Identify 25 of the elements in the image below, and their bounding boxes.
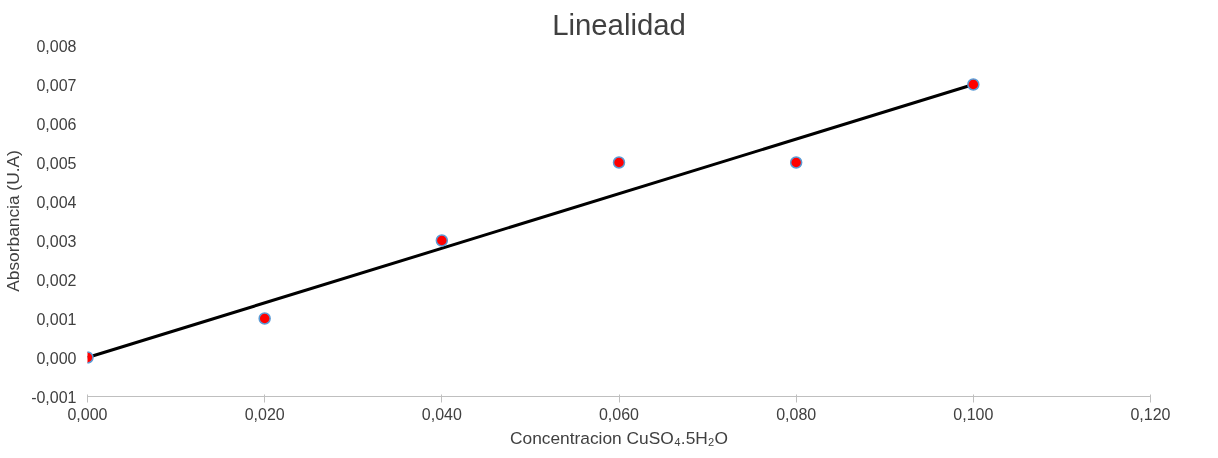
point — [789, 156, 803, 169]
y-tick-label: 0,007 — [36, 76, 77, 94]
y-tick-label: 0,004 — [36, 193, 77, 211]
y-tick-label: 0,003 — [36, 232, 77, 250]
x-tick-label: 0,080 — [776, 405, 817, 423]
y-tick-label: 0,005 — [36, 154, 77, 172]
y-tick-label: 0,000 — [36, 349, 77, 367]
y-tick-label: 0,001 — [36, 310, 77, 328]
point — [967, 78, 980, 91]
y-tick-label: 0,006 — [36, 115, 77, 133]
chart-title: Linealidad — [552, 7, 686, 41]
y-tick-label: 0,008 — [36, 37, 77, 55]
point — [435, 234, 449, 247]
y-tick-label: -0,001 — [31, 388, 77, 406]
x-tick-label: 0,100 — [953, 405, 994, 423]
x-tick-label: 0,060 — [598, 405, 640, 423]
x-tick-label: 0,040 — [421, 405, 462, 423]
x-tick-label: 0,120 — [1130, 405, 1171, 423]
x-tick-label: 0,020 — [244, 405, 285, 423]
y-axis-title: Absorbancia (U.A) — [3, 150, 24, 292]
y-tick-label: 0,002 — [36, 271, 77, 289]
point — [612, 156, 626, 169]
x-axis-title: Concentracion CuSO₄.5H₂O — [510, 427, 728, 448]
point — [258, 312, 271, 325]
x-tick-label: 0,000 — [67, 405, 108, 423]
